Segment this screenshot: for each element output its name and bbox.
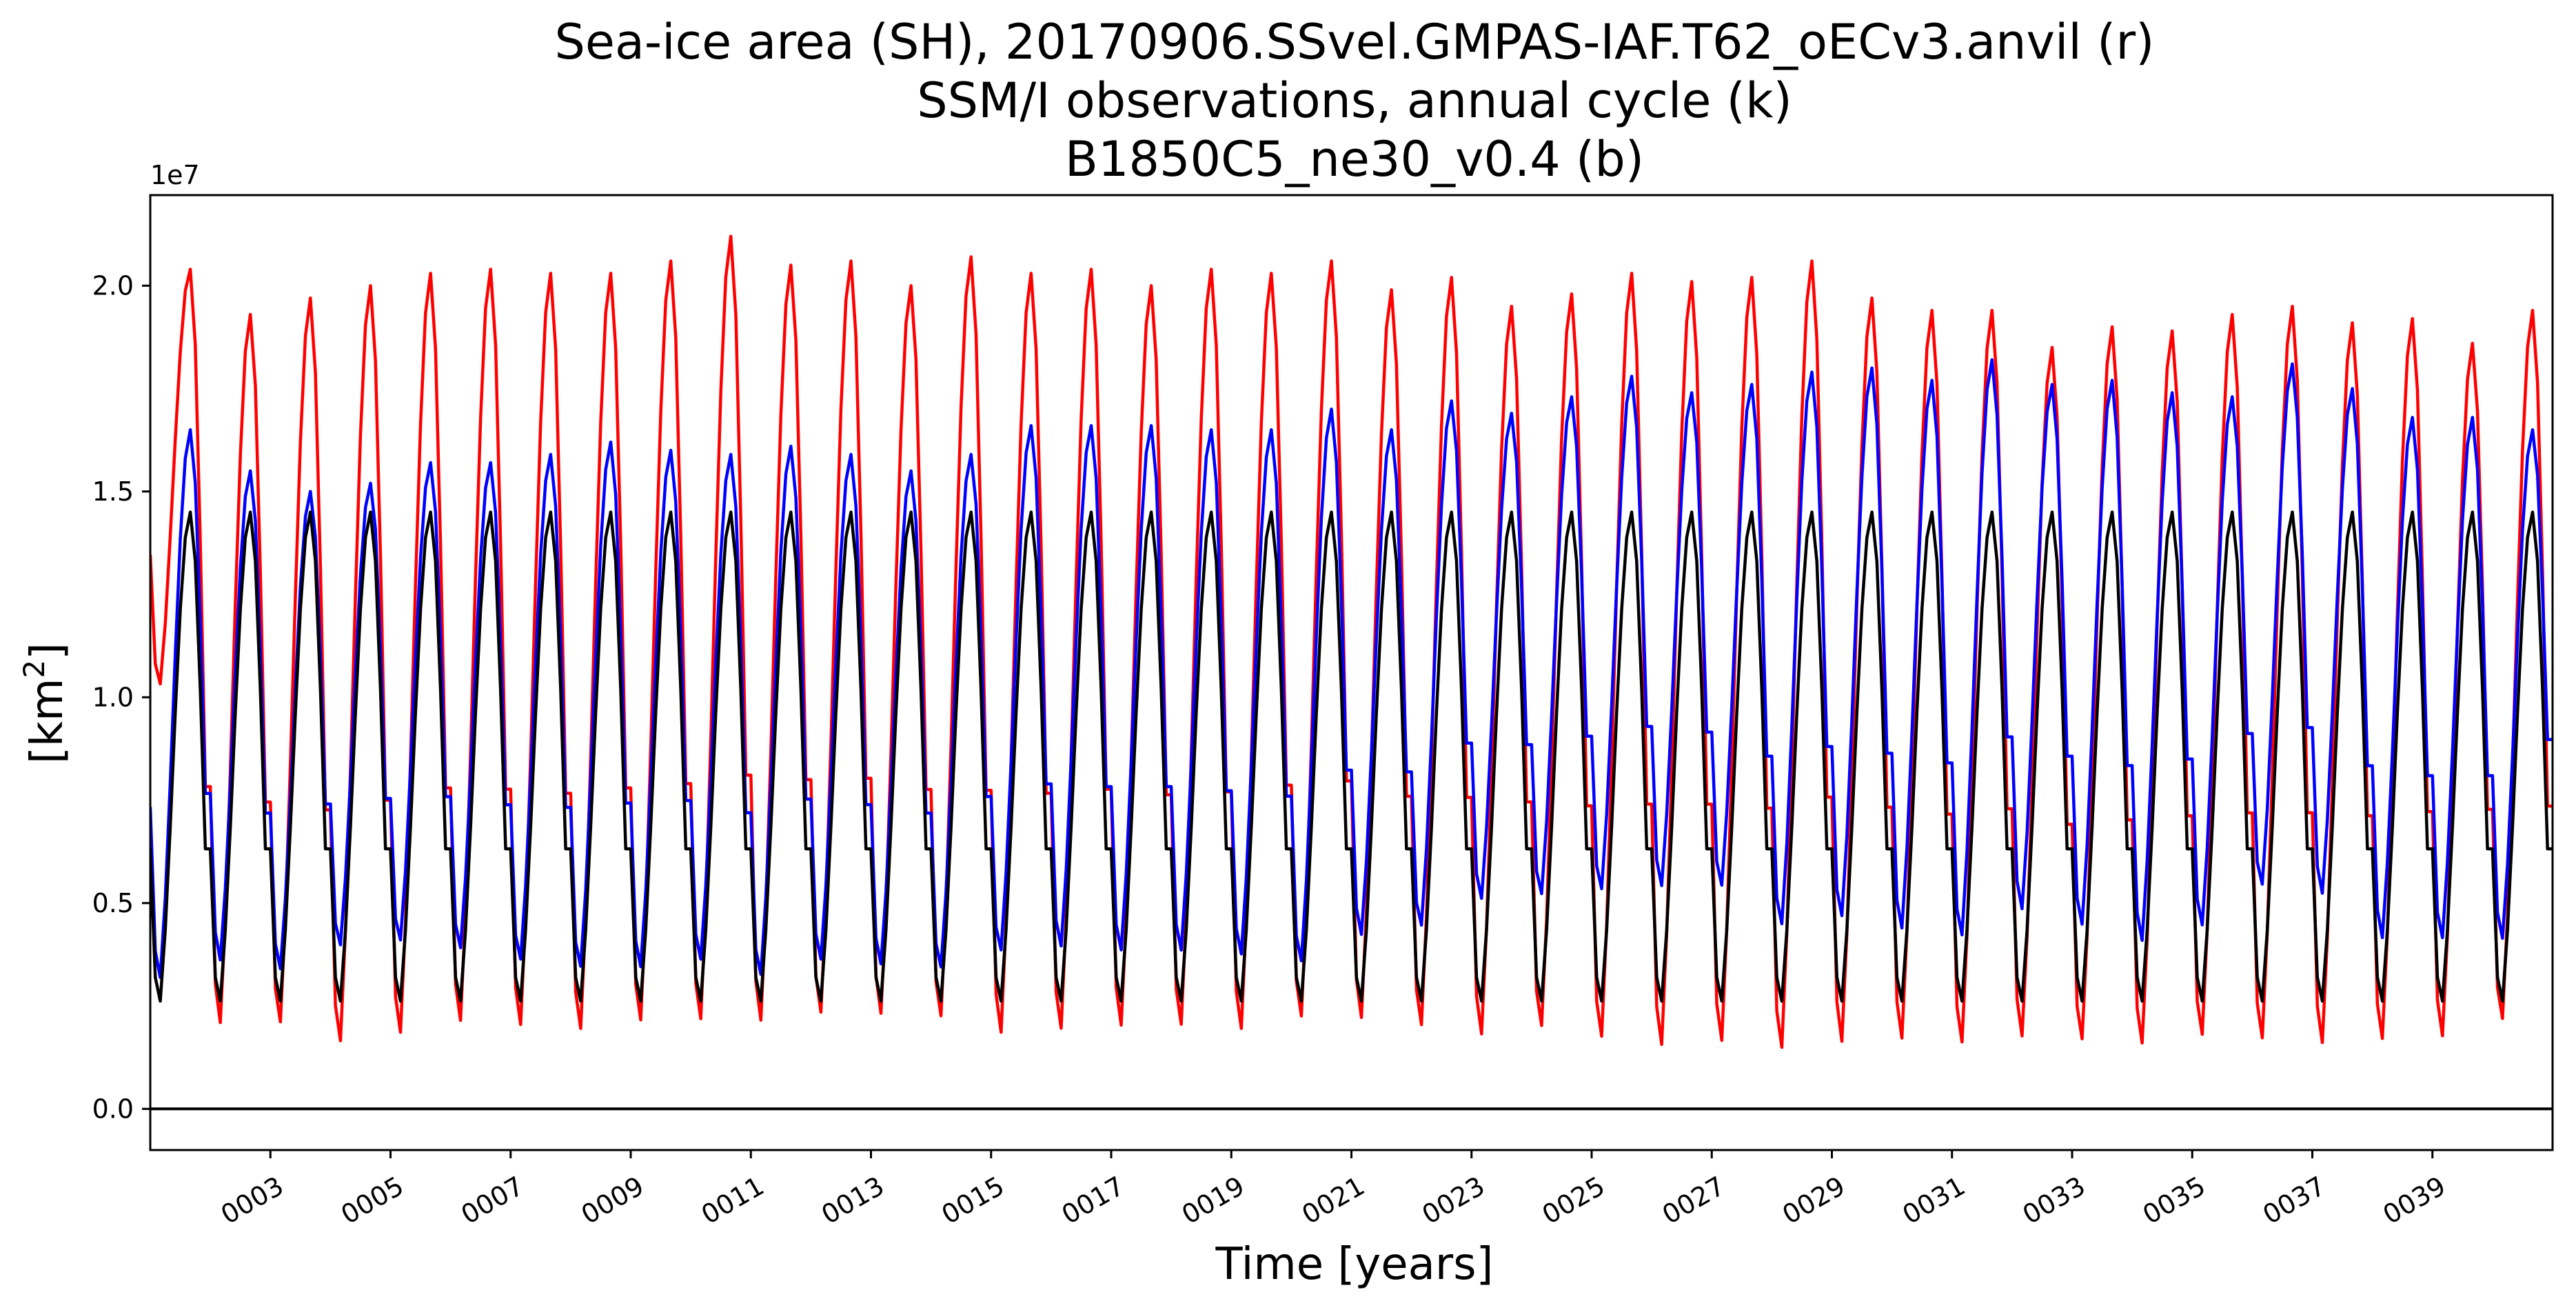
x-axis-label: Time [years]	[1215, 1239, 1493, 1290]
chart-title-line-3: B1850C5_ne30_v0.4 (b)	[1065, 131, 1644, 188]
y-axis-label: [km2]	[17, 643, 73, 764]
y-axis-label-end: ]	[22, 643, 73, 660]
y-tick-label: 2.0	[92, 270, 134, 301]
series-line-3	[150, 510, 2553, 1003]
y-axis-ticks: 0.0 0.5 1.0 1.5 2.0	[92, 270, 150, 1124]
chart-title-line-1: Sea-ice area (SH), 20170906.SSvel.GMPAS-…	[554, 14, 2154, 70]
series-layer	[150, 234, 2553, 1049]
y-tick-label: 1.0	[92, 682, 134, 712]
y-offset-label: 1e7	[150, 160, 200, 190]
y-tick-label: 1.5	[92, 476, 134, 507]
y-tick-label: 0.5	[92, 888, 134, 918]
plot-area	[150, 234, 2553, 1049]
chart-title-line-2: SSM/I observations, annual cycle (k)	[917, 72, 1792, 129]
series-line-2	[150, 358, 2553, 979]
y-tick-label: 0.0	[92, 1094, 134, 1124]
y-axis-label-base: [km	[22, 678, 73, 764]
y-axis-label-superscript: 2	[17, 660, 51, 678]
